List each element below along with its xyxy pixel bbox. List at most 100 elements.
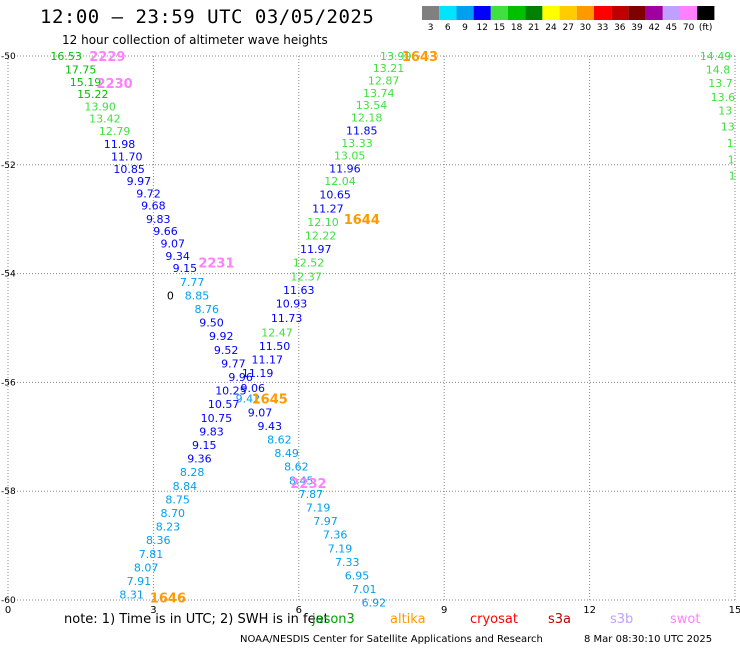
wave-height-value: 12.22 [305, 230, 337, 243]
pass-time-labels: 2229 2230 2231 2232 1643 1644 1645 1646 [89, 50, 438, 606]
wave-height-labels: 16.5317.7515.1915.2213.9013.4212.7911.98… [50, 50, 735, 610]
wave-height-value: 11.27 [312, 202, 344, 215]
satellite-cryosat: cryosat [470, 612, 518, 627]
pass-time-label: 2230 [97, 77, 133, 92]
y-tick-label: -54 [1, 270, 16, 280]
wave-height-value: 9.42 [236, 393, 261, 406]
wave-height-value: 8.62 [267, 434, 292, 447]
wave-height-value: 8.45 [289, 474, 314, 487]
wave-height-value: 10.57 [208, 398, 240, 411]
y-tick-label: -50 [1, 52, 16, 62]
wave-height-value: 13.7 [708, 77, 733, 90]
legend-label: 30 [580, 23, 592, 33]
wave-height-value: 1 [727, 137, 734, 150]
wave-height-value: 10.25 [215, 385, 247, 398]
wave-height-value: 17.75 [65, 64, 97, 77]
wave-height-value: 12.47 [261, 326, 293, 339]
pass-time-label: 1645 [252, 393, 288, 408]
wave-height-value: 13.99 [380, 50, 412, 63]
wave-height-value: 9.77 [221, 357, 246, 370]
wave-height-value: 13 [721, 121, 735, 134]
legend-swatch [473, 6, 491, 20]
satellite-jason3: jason3 [312, 612, 355, 627]
wave-height-value: 12.79 [99, 125, 131, 138]
wave-height-value: 9.07 [248, 406, 273, 419]
wave-height-value: 11.50 [259, 340, 291, 353]
legend-swatch [525, 6, 543, 20]
wave-height-value: 11.70 [111, 151, 143, 164]
satellite-swot: swot [670, 612, 701, 627]
x-tick-label: 3 [150, 605, 156, 616]
wave-height-value: 12.37 [290, 270, 322, 283]
page-title: 12:00 — 23:59 UTC 03/05/2025 [40, 6, 375, 28]
legend-unit: (ft) [699, 23, 713, 33]
legend-label: 45 [666, 23, 677, 33]
wave-height-value: 8.70 [161, 507, 186, 520]
wave-height-value: 11.98 [104, 138, 136, 151]
wave-height-value: 13 [718, 104, 732, 117]
wave-height-value: 9.83 [146, 213, 171, 226]
wave-height-value: 16.53 [50, 50, 82, 63]
wave-height-value: 8.49 [274, 447, 299, 460]
pass-time-label: 2232 [290, 477, 326, 492]
y-tick-label: -52 [1, 161, 16, 171]
wave-height-value: 9.52 [214, 344, 239, 357]
wave-height-value: 12.10 [307, 216, 339, 229]
wave-height-value: 6.92 [362, 597, 387, 610]
wave-height-value: 9.15 [192, 439, 217, 452]
footer-note: note: 1) Time is in UTC; 2) SWH is in fe… [64, 612, 329, 627]
legend-label: 42 [648, 23, 659, 33]
footer-generated-time: 8 Mar 08:30:10 UTC 2025 [584, 634, 713, 645]
wave-height-value: 9.97 [127, 175, 152, 188]
legend-swatch [628, 6, 646, 20]
wave-height-value: 7.19 [328, 542, 353, 555]
wave-height-value: 9.07 [161, 238, 186, 251]
wave-height-value: 7.81 [139, 548, 164, 561]
wave-height-value: 13.33 [341, 137, 373, 150]
legend-label: 21 [528, 23, 539, 33]
wave-height-value: 9.72 [136, 188, 161, 201]
legend-swatch [422, 6, 440, 20]
wave-height-value: 9.66 [153, 225, 178, 238]
page-subtitle: 12 hour collection of altimeter wave hei… [62, 33, 328, 47]
wave-height-value: 9.92 [209, 330, 234, 343]
x-tick-label: 12 [583, 605, 596, 616]
wave-height-value: 9.34 [165, 250, 190, 263]
wave-height-value: 9.83 [199, 425, 224, 438]
wave-height-value: 10.75 [201, 412, 233, 425]
y-tick-label: -60 [1, 596, 16, 606]
legend-swatch [456, 6, 474, 20]
footer-credit: NOAA/NESDIS Center for Satellite Applica… [240, 634, 543, 645]
wave-height-value: 8.84 [173, 480, 198, 493]
wave-height-value: 7.97 [313, 515, 338, 528]
pass-time-label: 2231 [198, 257, 234, 272]
wave-height-value: 9.68 [141, 200, 166, 213]
wave-height-value: 1 [729, 170, 736, 183]
x-tick-label: 0 [5, 605, 11, 616]
wave-height-value: 13.21 [373, 62, 405, 75]
wave-height-value: 13.42 [89, 113, 121, 126]
legend-label: 70 [683, 23, 695, 33]
wave-height-value: 11.96 [329, 163, 361, 176]
legend-swatch [542, 6, 560, 20]
wave-height-value: 8.28 [180, 466, 205, 479]
wave-height-value: 13.54 [356, 99, 388, 112]
color-legend: 3 6 9 12 15 18 21 24 27 30 33 36 39 42 45 70 (ft) [422, 6, 715, 33]
wave-height-value: 9.43 [257, 420, 282, 433]
legend-label: 27 [562, 23, 573, 33]
wave-height-value: 8.85 [185, 289, 210, 302]
wave-height-value: 10.93 [276, 298, 308, 311]
satellite-altika: altika [390, 612, 426, 627]
wave-height-value: 9.15 [173, 262, 198, 275]
wave-height-value: 7.36 [323, 529, 348, 542]
legend-swatch [645, 6, 663, 20]
x-tick-label: 9 [441, 605, 447, 616]
wave-height-value: 12.87 [368, 74, 400, 87]
wave-height-value: 9.96 [228, 371, 253, 384]
wave-height-value: 9.36 [187, 453, 212, 466]
wave-height-value: 13.74 [363, 87, 395, 100]
wave-height-value: 11.85 [346, 125, 378, 138]
wave-height-value: 15.19 [70, 76, 102, 89]
wave-height-value: 1 [728, 153, 735, 166]
